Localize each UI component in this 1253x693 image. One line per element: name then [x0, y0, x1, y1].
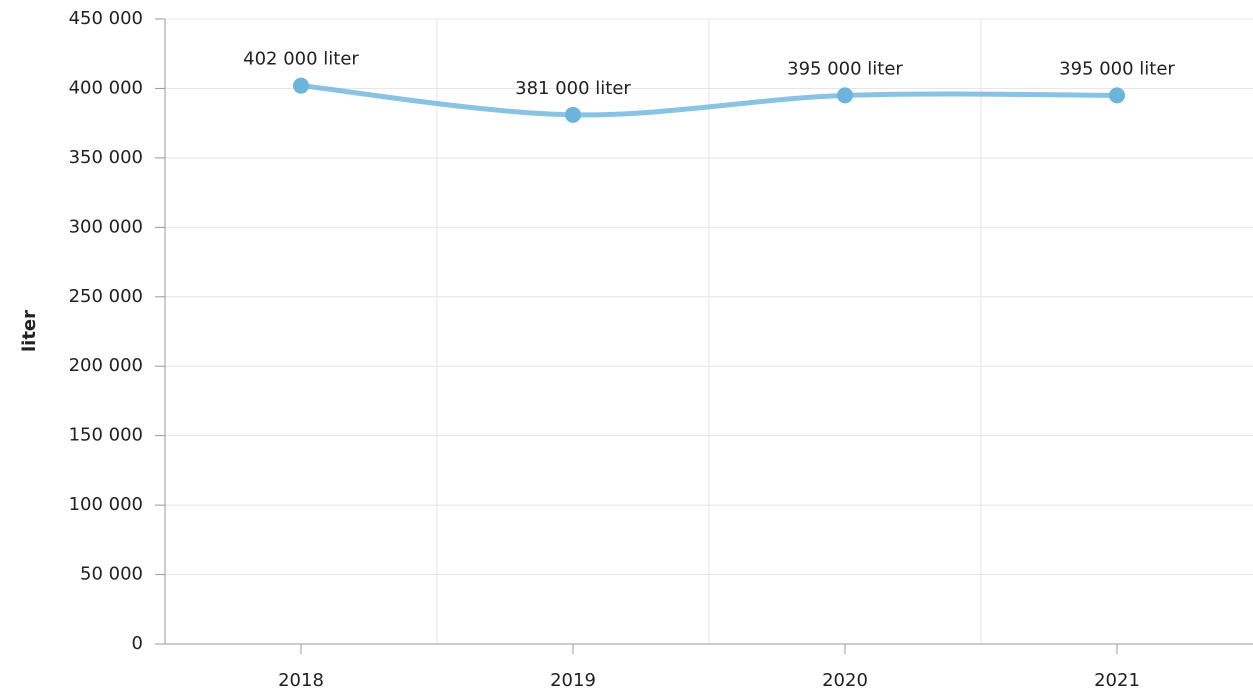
data-label: 395 000 liter	[787, 58, 903, 79]
y-tick-label: 150 000	[69, 425, 143, 446]
y-tick-label: 450 000	[69, 8, 143, 29]
x-tick-label: 2020	[822, 670, 868, 691]
y-tick-label: 250 000	[69, 286, 143, 307]
y-tick-label: 100 000	[69, 494, 143, 515]
data-label: 395 000 liter	[1059, 58, 1175, 79]
y-tick-label: 200 000	[69, 355, 143, 376]
point	[837, 87, 853, 104]
x-tick-label: 2018	[278, 670, 324, 691]
y-tick-label: 50 000	[80, 564, 143, 585]
point	[565, 106, 581, 123]
y-tick-label: 300 000	[69, 216, 143, 237]
point	[293, 77, 309, 94]
point	[1109, 87, 1125, 104]
data-label: 381 000 liter	[515, 78, 631, 99]
x-tick-label: 2019	[550, 670, 596, 691]
data-label: 402 000 liter	[243, 49, 359, 70]
x-tick-label: 2021	[1094, 670, 1140, 691]
y-tick-label: 400 000	[69, 77, 143, 98]
line	[298, 83, 1120, 118]
y-axis-label: liter	[19, 310, 40, 352]
y-tick-label: 350 000	[69, 147, 143, 168]
y-tick-label: 0	[132, 633, 143, 654]
